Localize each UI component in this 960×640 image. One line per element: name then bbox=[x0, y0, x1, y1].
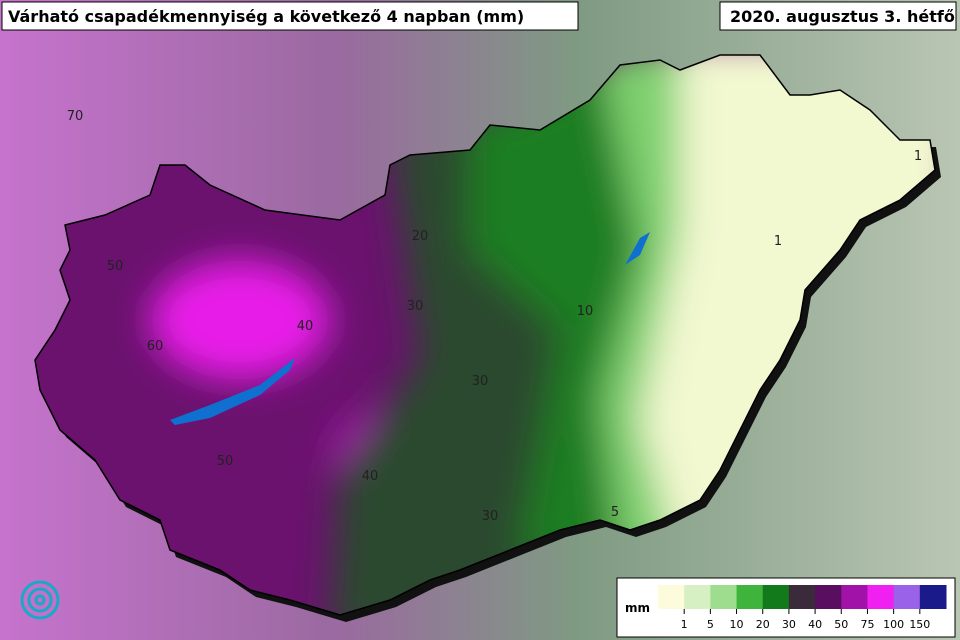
legend-label: 1 bbox=[681, 618, 688, 631]
contour-label: 5 bbox=[611, 505, 619, 520]
title: Várható csapadékmennyiség a következő 4 … bbox=[8, 7, 524, 26]
border bbox=[34, 54, 936, 616]
legend-swatch bbox=[658, 585, 685, 609]
legend-label: 5 bbox=[707, 618, 714, 631]
contour-label: 60 bbox=[147, 339, 164, 354]
legend-swatch bbox=[736, 585, 764, 609]
contour-label: 20 bbox=[412, 229, 429, 244]
legend-label: 100 bbox=[883, 618, 904, 631]
legend-swatch bbox=[893, 585, 921, 609]
legend-label: 40 bbox=[808, 618, 822, 631]
contour-label: 50 bbox=[107, 259, 124, 274]
contour-label: 1 bbox=[914, 149, 922, 164]
legend-swatch bbox=[762, 585, 790, 609]
contour-label: 50 bbox=[217, 454, 234, 469]
legend-swatch bbox=[867, 585, 895, 609]
legend-label: 30 bbox=[782, 618, 796, 631]
legend-swatch bbox=[841, 585, 868, 609]
contour-label: 40 bbox=[362, 469, 379, 484]
legend-label: 20 bbox=[756, 618, 770, 631]
legend-swatch bbox=[710, 585, 738, 609]
legend-swatch bbox=[919, 585, 947, 609]
legend-label: 50 bbox=[834, 618, 848, 631]
contour-label: 30 bbox=[482, 509, 499, 524]
contour-label: 30 bbox=[407, 299, 424, 314]
legend-label: 75 bbox=[860, 618, 874, 631]
legend-unit: mm bbox=[625, 601, 650, 615]
contour-label: 70 bbox=[67, 109, 84, 124]
legend-label: 10 bbox=[730, 618, 744, 631]
contour-label: 30 bbox=[472, 374, 489, 389]
title-box bbox=[1, 1, 579, 31]
legend-label: 150 bbox=[909, 618, 930, 631]
date: 2020. augusztus 3. hétfő bbox=[730, 7, 955, 26]
logo bbox=[20, 580, 60, 620]
legend-swatch bbox=[684, 585, 711, 609]
legend-swatch bbox=[788, 585, 816, 609]
contour-label: 1 bbox=[774, 234, 782, 249]
contour-label: 10 bbox=[577, 304, 594, 319]
legend-swatch bbox=[815, 585, 842, 609]
date-box bbox=[719, 1, 957, 31]
contour-label: 40 bbox=[297, 319, 314, 334]
